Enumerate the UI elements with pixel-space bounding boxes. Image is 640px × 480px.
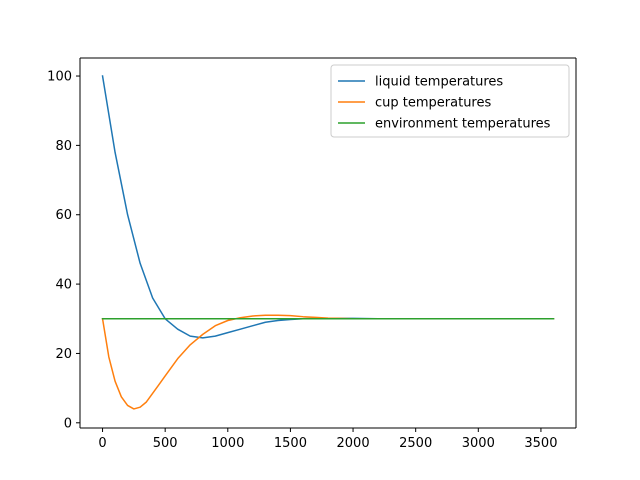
legend-label-3: environment temperatures (375, 117, 551, 132)
x-tick-label: 1500 (274, 436, 307, 451)
series-layer (101, 75, 555, 410)
legend: liquid temperatures cup temperatures envir… (330, 64, 570, 138)
legend-box (330, 64, 570, 138)
x-tick-label: 2500 (399, 436, 432, 451)
y-tick-label: 20 (55, 347, 72, 362)
axes-layer (79, 57, 577, 429)
y-tick-label: 60 (55, 208, 72, 223)
x-tick-label: 3000 (462, 436, 495, 451)
legend-label-2: cup temperatures (375, 96, 491, 111)
x-tick-label: 0 (98, 436, 106, 451)
y-tick-label: 100 (47, 70, 72, 85)
x-tick-label: 3500 (524, 436, 557, 451)
x-axis-ticks: 0 500 1000 1500 2000 2500 3000 3500 (98, 428, 557, 451)
x-tick-label: 500 (153, 436, 178, 451)
y-tick-label: 0 (64, 416, 72, 431)
y-axis-ticks: 0 20 40 60 80 100 (47, 70, 80, 431)
x-tick-label: 2000 (337, 436, 370, 451)
legend-label-1: liquid temperatures (375, 75, 503, 90)
y-tick-label: 40 (55, 278, 72, 293)
x-tick-label: 1000 (211, 436, 244, 451)
y-tick-label: 80 (55, 139, 72, 154)
